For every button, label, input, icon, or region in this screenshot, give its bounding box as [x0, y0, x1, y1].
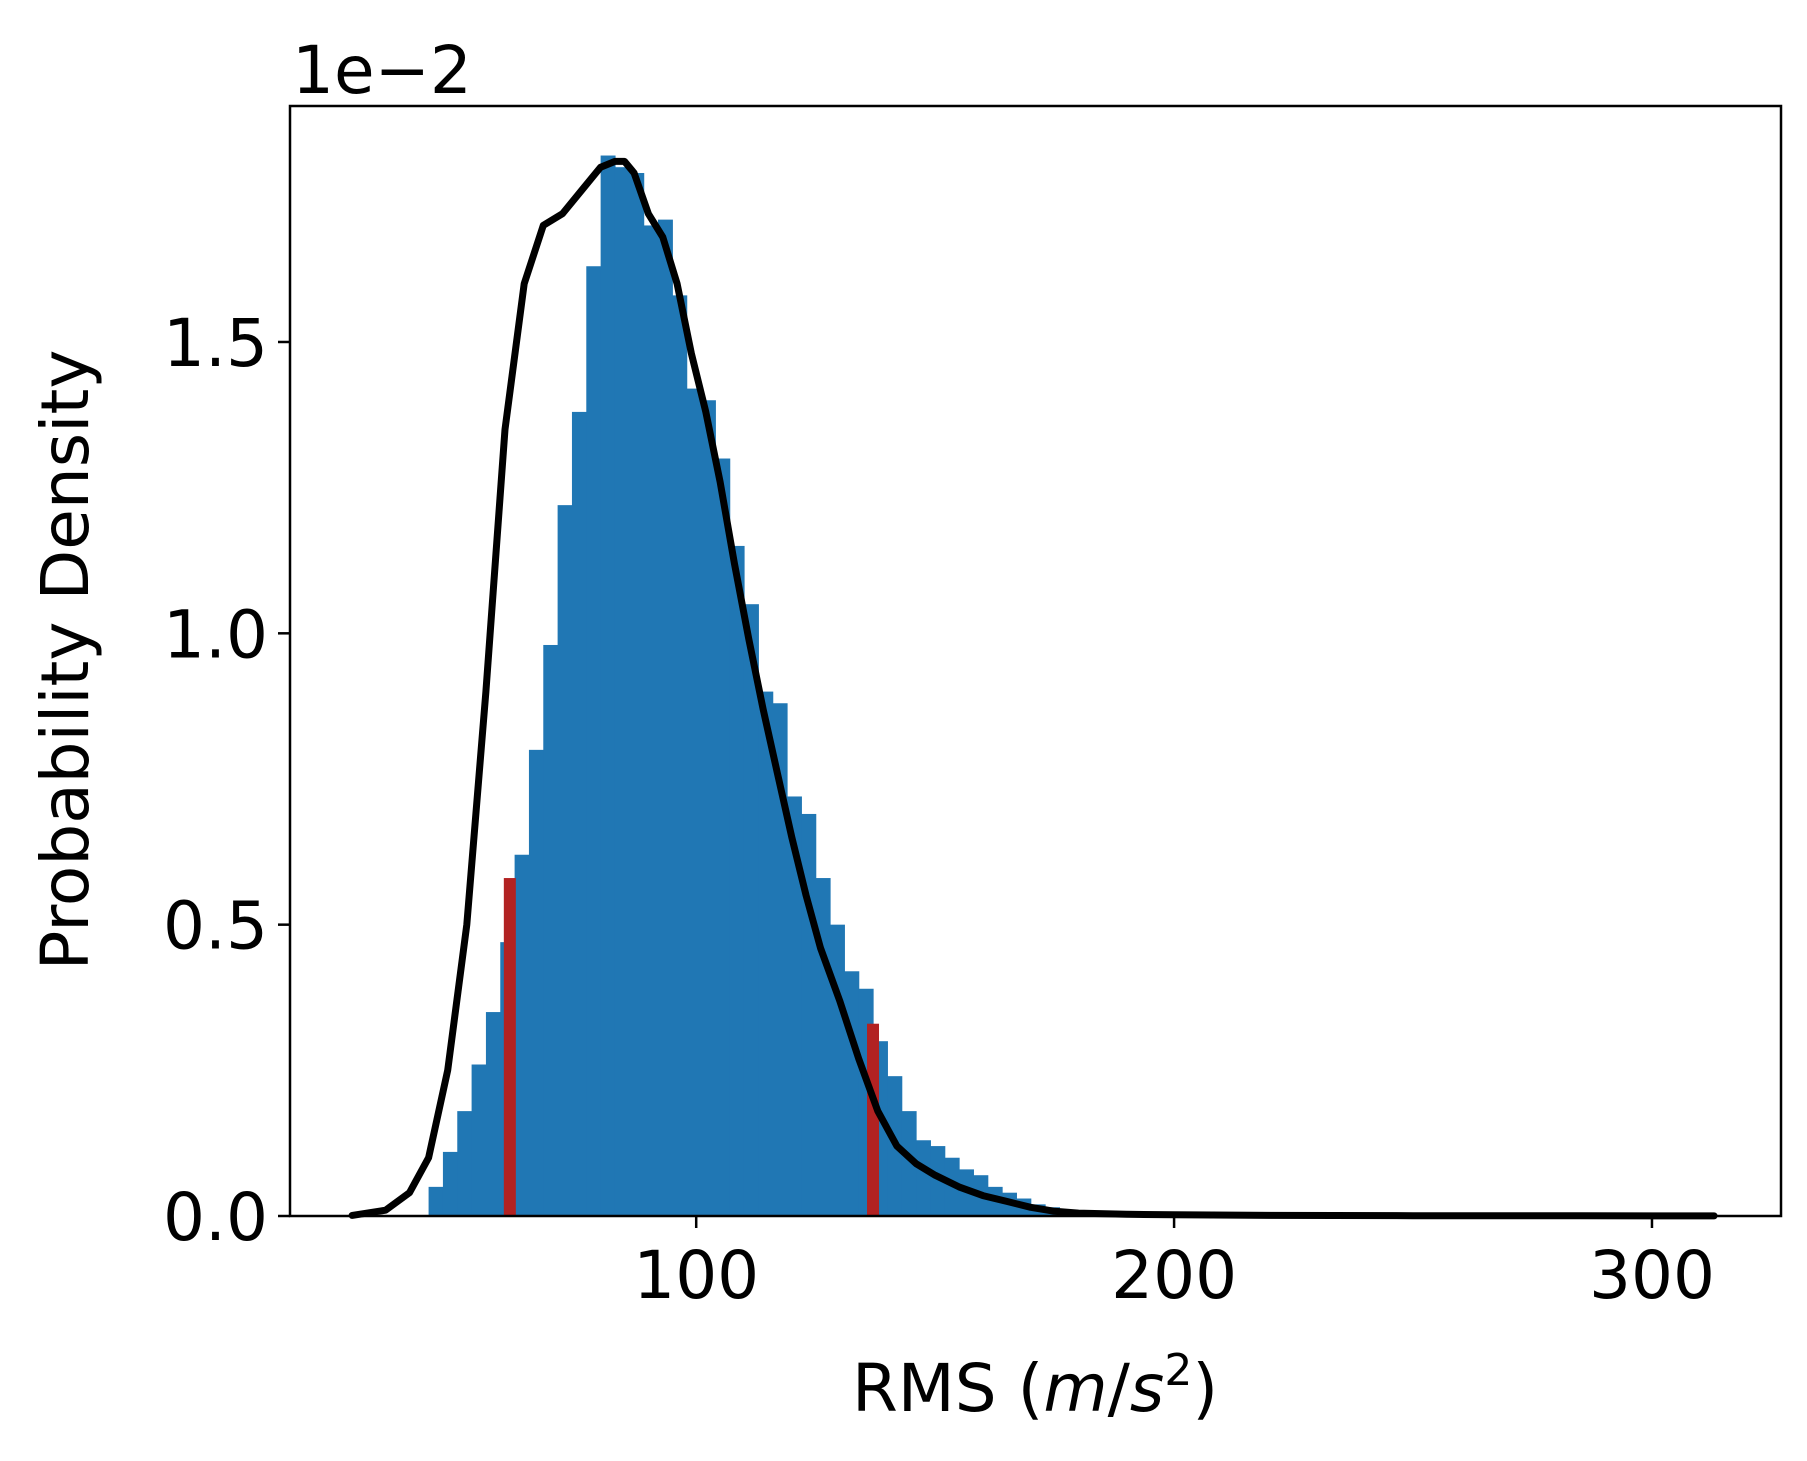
histogram-bar — [586, 266, 602, 1216]
histogram-bar — [643, 225, 659, 1216]
histogram-bar — [428, 1186, 444, 1216]
y-tick-label: 1.5 — [163, 305, 268, 382]
histogram-bar — [485, 1012, 501, 1216]
histogram-bar — [743, 604, 759, 1216]
histogram-bar — [528, 749, 544, 1216]
x-tick-label: 200 — [1111, 1237, 1237, 1314]
y-tick-label: 0.5 — [163, 888, 268, 965]
histogram-bar — [830, 924, 845, 1216]
density-curve — [348, 157, 1718, 1220]
histogram-bar — [514, 854, 530, 1216]
y-offset-label: 1e−2 — [292, 32, 472, 109]
histogram-bar — [672, 295, 688, 1216]
histogram-bar — [758, 691, 774, 1216]
histogram-bar — [715, 458, 731, 1217]
interval-markers — [503, 878, 880, 1216]
histogram-bar — [629, 173, 645, 1217]
histogram-bar — [614, 167, 630, 1216]
histogram-bar — [557, 505, 573, 1216]
y-axis-label: Probability Density — [27, 350, 104, 971]
histogram-bar — [571, 411, 587, 1216]
interval-marker-line — [503, 878, 516, 1216]
x-axis-label: RMS (m/s2) — [852, 1345, 1218, 1427]
histogram-bars — [428, 155, 1118, 1217]
x-tick-label: 300 — [1589, 1237, 1715, 1314]
histogram-bar — [442, 1151, 458, 1216]
y-axis-ticks: 0.0 0.5 1.0 1.5 — [163, 305, 290, 1256]
histogram-bar — [657, 219, 673, 1216]
histogram-bar — [844, 971, 860, 1216]
histogram-bar — [772, 703, 788, 1216]
y-tick-label: 1.0 — [163, 596, 268, 673]
histogram-bar — [729, 545, 745, 1216]
y-tick-label: 0.0 — [163, 1179, 268, 1256]
histogram-bar — [700, 400, 716, 1217]
histogram-bar — [600, 155, 616, 1216]
histogram-bar — [543, 644, 559, 1216]
histogram-bar — [901, 1111, 917, 1216]
histogram-bar — [787, 796, 802, 1216]
x-tick-label: 100 — [633, 1237, 759, 1314]
interval-marker-line — [867, 1023, 880, 1216]
x-axis-ticks: 100 200 300 — [633, 1216, 1715, 1314]
histogram-bar — [930, 1146, 946, 1216]
histogram-bar — [916, 1140, 931, 1216]
histogram-bar — [686, 388, 702, 1217]
plot-frame — [288, 104, 1783, 1218]
histogram-bar — [471, 1064, 487, 1216]
histogram-bar — [457, 1111, 473, 1216]
